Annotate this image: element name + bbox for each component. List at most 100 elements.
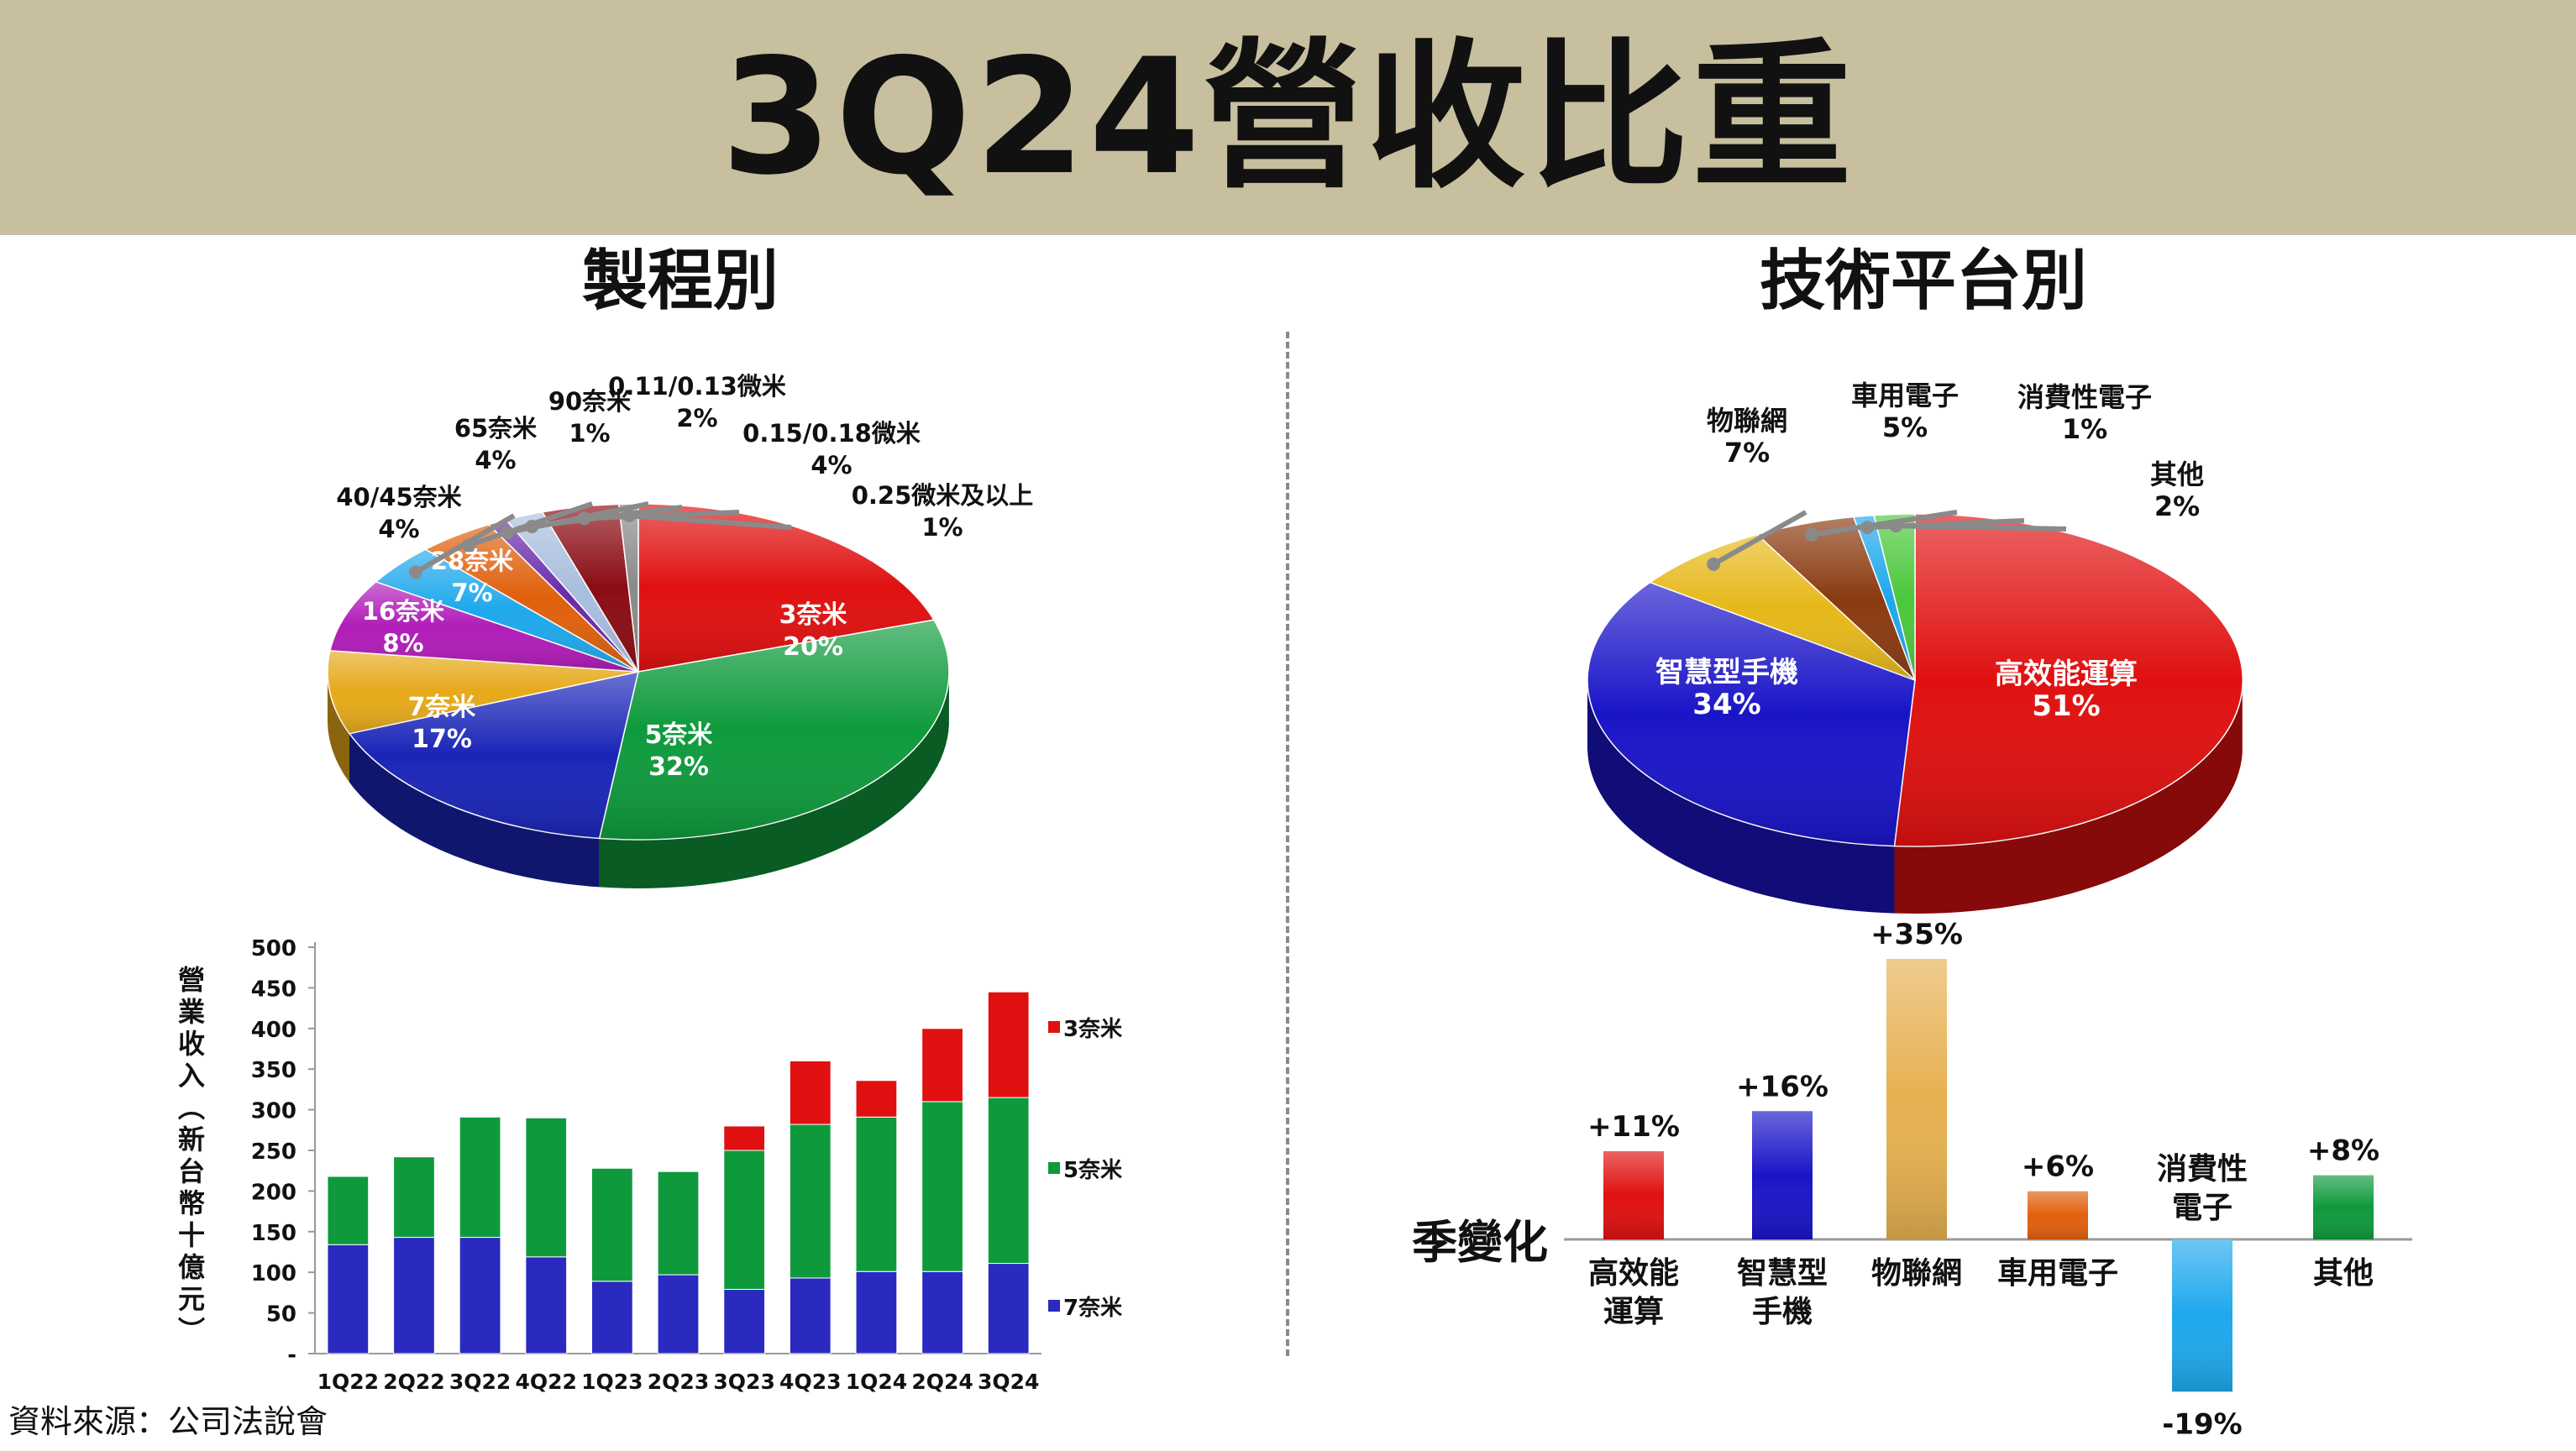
qoq-category-label: 運算 xyxy=(1603,1295,1664,1329)
pie-slice-value: 32% xyxy=(648,752,709,782)
y-axis-label-char: 十 xyxy=(178,1219,205,1251)
qoq-bar-shine xyxy=(1603,1151,1664,1239)
y-tick-label: 300 xyxy=(251,1099,296,1124)
x-tick-label: 3Q23 xyxy=(713,1370,774,1394)
pie-slice-label: 智慧型手機 xyxy=(1655,656,1798,689)
y-tick-label: 100 xyxy=(251,1261,296,1286)
legend-swatch xyxy=(1048,1021,1060,1033)
qoq-category-label: 智慧型 xyxy=(1737,1256,1828,1291)
title-banner: 3Q24營收比重 xyxy=(0,0,2576,235)
pie-slice-label: 7奈米 xyxy=(408,693,476,722)
x-tick-label: 3Q22 xyxy=(449,1370,511,1394)
y-axis-label-char: ︵ xyxy=(178,1092,205,1124)
qoq-value-label: +11% xyxy=(1587,1110,1680,1144)
qoq-bar-shine xyxy=(2313,1175,2374,1239)
x-tick-label: 4Q23 xyxy=(779,1370,841,1394)
bar-segment xyxy=(459,1237,501,1354)
pie-slice-value: 5% xyxy=(1882,411,1928,443)
row-label: 季變化 xyxy=(1412,1216,1548,1269)
qoq-value-label: +16% xyxy=(1736,1070,1828,1103)
pie-slice-value: 20% xyxy=(783,632,843,662)
pie-slice-value: 7% xyxy=(451,579,492,607)
y-tick-label: 50 xyxy=(266,1302,296,1328)
pie-slice-label: 90奈米 xyxy=(548,387,631,416)
qoq-value-label: +35% xyxy=(1870,918,1963,951)
pie-slice-label: 40/45奈米 xyxy=(336,483,461,511)
y-tick-label: 150 xyxy=(251,1221,296,1246)
bar-segment xyxy=(657,1274,700,1354)
pie-slice-value: 51% xyxy=(2032,689,2100,723)
pie-slice-shine xyxy=(542,504,638,672)
source-note: 資料來源：公司法說會 xyxy=(8,1403,328,1440)
y-axis-label-char: 億 xyxy=(178,1251,205,1283)
legend-label: 3奈米 xyxy=(1063,1017,1122,1042)
bar-segment xyxy=(327,1244,370,1354)
pie-leader-dot xyxy=(461,538,475,553)
y-axis-label-char: 元 xyxy=(178,1283,205,1315)
pie-leader-line xyxy=(1811,510,1958,537)
legend-swatch xyxy=(1048,1300,1060,1312)
pie-leader-line xyxy=(1712,510,1807,567)
pie-slice-value: 34% xyxy=(1692,688,1760,721)
y-axis-label-char: 營 xyxy=(178,964,205,996)
pie-slice-side xyxy=(1587,682,1895,914)
x-tick-label: 2Q23 xyxy=(648,1370,709,1394)
pie-leader-line xyxy=(1896,523,2067,532)
y-tick-label: - xyxy=(287,1343,296,1368)
pie-slice-label: 車用電子 xyxy=(1851,380,1959,411)
pie-slice-shine xyxy=(349,672,638,839)
legend-label: 5奈米 xyxy=(1063,1158,1122,1183)
qoq-value-label: +8% xyxy=(2307,1134,2379,1168)
y-axis-label-char: 台 xyxy=(178,1155,205,1187)
y-axis-label-char: 業 xyxy=(178,996,205,1028)
bar-segment xyxy=(590,1167,633,1282)
qoq-category-label: 物聯網 xyxy=(1871,1256,1962,1291)
pie-slice-value: 8% xyxy=(382,629,423,657)
panel-divider xyxy=(1286,332,1289,1356)
pie-leader-dot xyxy=(577,511,591,526)
pie-leader-dot xyxy=(525,520,539,534)
bar-segment xyxy=(855,1116,898,1272)
pie-slice-shine xyxy=(1874,514,1915,680)
pie-slice-value: 4% xyxy=(475,446,516,474)
pie-slice-value: 1% xyxy=(2062,413,2107,445)
x-tick-label: 3Q24 xyxy=(978,1370,1039,1394)
bar-segment xyxy=(393,1156,435,1239)
y-tick-label: 450 xyxy=(251,977,296,1002)
qoq-bar-shine xyxy=(2172,1239,2232,1392)
pie-slice-label: 16奈米 xyxy=(362,597,444,626)
qoq-value-label: -19% xyxy=(2162,1407,2243,1441)
pie-slice-label: 0.25微米及以上 xyxy=(852,481,1034,510)
pie-slice-value: 17% xyxy=(412,725,472,754)
bar-segment xyxy=(657,1171,700,1276)
y-axis-label-char: 收 xyxy=(178,1028,205,1060)
y-tick-label: 350 xyxy=(251,1058,296,1083)
pie-slice-shine xyxy=(599,620,949,840)
bar-segment xyxy=(987,991,1030,1098)
pie-slice-label: 65奈米 xyxy=(454,414,537,443)
qoq-category-label: 消費性 xyxy=(2157,1152,2248,1186)
bar-segment xyxy=(921,1028,963,1103)
pie-slice-value: 7% xyxy=(1724,437,1770,469)
qoq-category-label: 高效能 xyxy=(1588,1256,1679,1291)
bar-segment xyxy=(921,1270,963,1354)
qoq-value-label: +6% xyxy=(2022,1150,2094,1184)
pie-slice-label: 消費性電子 xyxy=(2017,381,2152,413)
pie-slice-shine xyxy=(1757,516,1915,680)
pie-slice-side xyxy=(349,733,600,888)
qoq-bar-shine xyxy=(2028,1191,2088,1239)
pie-slice-shine xyxy=(1587,582,1915,846)
pie-slice-value: 2% xyxy=(676,404,717,432)
y-axis-label-char: 新 xyxy=(178,1124,205,1155)
y-axis-label-char: 入 xyxy=(178,1060,205,1092)
bar-segment xyxy=(723,1289,766,1354)
pie-slice-shine xyxy=(1650,534,1915,680)
qoq-change-bar-chart: 季變化 +11% 高效能運算 +16% 智慧型手機 +35% 物聯網 +6% 車用電子 -19% 消… xyxy=(1412,918,2412,1441)
y-tick-label: 250 xyxy=(251,1139,296,1165)
legend-swatch xyxy=(1048,1162,1060,1174)
x-tick-label: 2Q22 xyxy=(383,1370,444,1394)
